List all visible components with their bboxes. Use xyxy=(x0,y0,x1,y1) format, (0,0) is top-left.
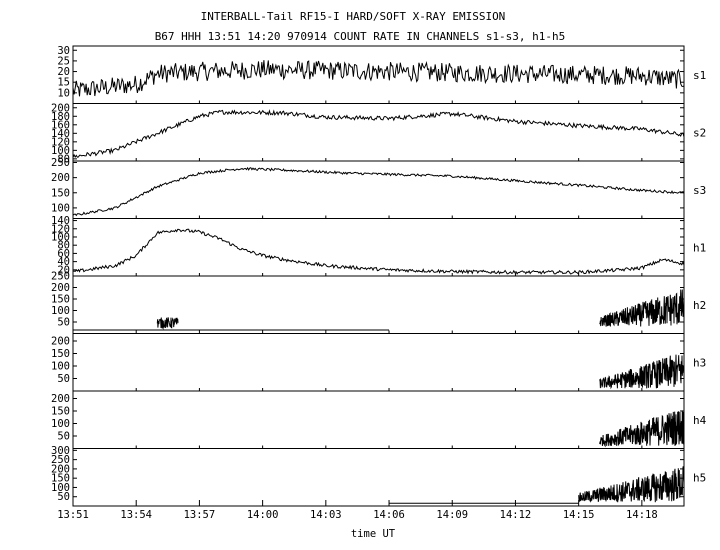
y-tick-label: 200 xyxy=(51,172,70,184)
y-tick-label: 80 xyxy=(57,153,70,165)
y-tick-label: 10 xyxy=(57,87,70,99)
panels-group: 1015202530s180100120140160180200s2100150… xyxy=(51,45,707,507)
y-tick-label: 100 xyxy=(51,145,70,157)
y-tick-label: 100 xyxy=(51,482,70,494)
y-tick-label: 80 xyxy=(57,240,70,252)
panel-label-h4: h4 xyxy=(693,414,707,427)
x-tick-label: 14:12 xyxy=(500,509,532,521)
y-tick-label: 120 xyxy=(51,136,70,148)
panel-frame-s2 xyxy=(72,103,685,162)
x-tick-label: 13:54 xyxy=(120,509,152,521)
burst-h5-0 xyxy=(578,466,685,503)
y-tick-label: 15 xyxy=(57,77,70,89)
chart-title: INTERBALL-Tail RF15-I HARD/SOFT X-RAY EM… xyxy=(201,10,506,23)
y-tick-label: 25 xyxy=(57,55,70,67)
y-tick-label: 250 xyxy=(51,157,70,169)
x-tick-label: 14:00 xyxy=(247,509,279,521)
y-tick-label: 150 xyxy=(51,406,70,418)
series-line-s3 xyxy=(72,166,685,217)
panel-frame-h4 xyxy=(72,390,685,449)
panel-label-h3: h3 xyxy=(693,356,706,369)
y-tick-label: 120 xyxy=(51,223,70,235)
y-tick-label: 60 xyxy=(57,248,70,260)
panel-label-s1: s1 xyxy=(693,69,706,82)
panel-label-h2: h2 xyxy=(693,299,706,312)
panel-frame-h1 xyxy=(72,218,685,277)
y-tick-label: 50 xyxy=(57,431,70,443)
y-tick-label: 100 xyxy=(51,418,70,430)
y-tick-label: 150 xyxy=(51,294,70,306)
x-axis-label: time UT xyxy=(351,528,396,540)
burst-h2-0 xyxy=(156,317,179,330)
y-tick-label: 150 xyxy=(51,187,70,199)
y-tick-label: 100 xyxy=(51,231,70,243)
x-tick-label: 13:51 xyxy=(57,509,89,521)
burst-h3-0 xyxy=(599,354,685,390)
panel-frame-s1 xyxy=(72,45,685,104)
series-line-s1 xyxy=(72,60,685,97)
y-tick-label: 300 xyxy=(51,445,70,457)
y-tick-label: 250 xyxy=(51,454,70,466)
panel-frame-h3 xyxy=(72,333,685,392)
y-tick-label: 200 xyxy=(51,102,70,114)
y-tick-label: 200 xyxy=(51,393,70,405)
y-tick-label: 100 xyxy=(51,202,70,214)
y-tick-label: 50 xyxy=(57,317,70,329)
y-tick-label: 20 xyxy=(57,66,70,78)
y-tick-label: 30 xyxy=(57,45,70,57)
panel-s3: 100 150 200 250 s3 xyxy=(51,157,706,219)
chart-subtitle: B67 HHH 13:51 14:20 970914 COUNT RATE IN… xyxy=(155,30,566,43)
y-tick-label: 200 xyxy=(51,336,70,348)
y-tick-label: 50 xyxy=(57,491,70,503)
panel-label-h5: h5 xyxy=(693,471,706,484)
y-tick-label: 20 xyxy=(57,264,70,276)
y-tick-label: 100 xyxy=(51,361,70,373)
y-tick-label: 40 xyxy=(57,256,70,268)
y-tick-label: 160 xyxy=(51,119,70,131)
y-tick-label: 200 xyxy=(51,282,70,294)
y-tick-label: 150 xyxy=(51,348,70,360)
y-tick-label: 250 xyxy=(51,271,70,283)
series-line-s2 xyxy=(72,109,685,158)
y-tick-label: 50 xyxy=(57,373,70,385)
panel-frame-s3 xyxy=(72,160,685,219)
x-tick-label: 14:06 xyxy=(373,509,405,521)
panel-label-s3: s3 xyxy=(693,184,706,197)
panel-label-h1: h1 xyxy=(693,241,706,254)
x-tick-label: 14:15 xyxy=(563,509,595,521)
y-tick-label: 100 xyxy=(51,305,70,317)
burst-h4-0 xyxy=(599,410,685,448)
y-tick-label: 140 xyxy=(51,215,70,227)
y-tick-label: 150 xyxy=(51,473,70,485)
series-line-h1 xyxy=(72,228,685,275)
x-tick-label: 14:03 xyxy=(310,509,342,521)
panel-label-s2: s2 xyxy=(693,126,706,139)
y-tick-label: 140 xyxy=(51,128,70,140)
x-tick-label: 14:09 xyxy=(436,509,468,521)
y-tick-label: 180 xyxy=(51,111,70,123)
x-tick-label: 14:18 xyxy=(626,509,658,521)
y-tick-label: 200 xyxy=(51,463,70,475)
x-tick-label: 13:57 xyxy=(184,509,216,521)
burst-h2-1 xyxy=(599,289,685,327)
x-axis: 13:51 13:54 13:57 14:00 14:03 14:06 14:09 14:12… xyxy=(57,100,658,521)
